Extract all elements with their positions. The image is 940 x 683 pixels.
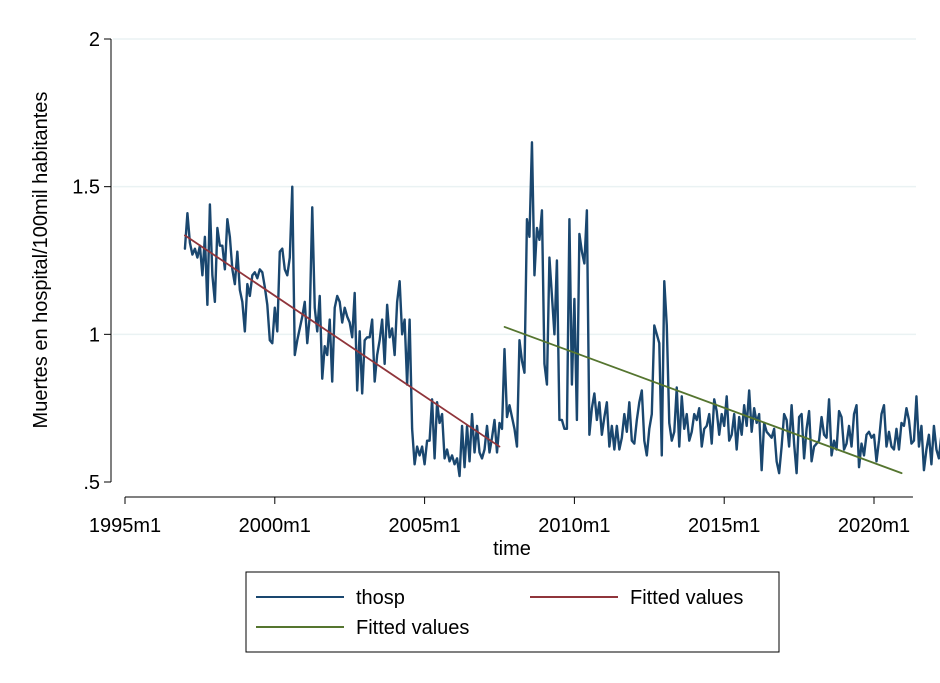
x-tick-label: 1995m1 (89, 515, 161, 537)
x-tick-label: 2020m1 (838, 515, 910, 537)
x-tick-label: 2000m1 (239, 515, 311, 537)
x-axis-title: time (493, 538, 531, 560)
legend-label: Fitted values (356, 617, 469, 639)
fitted-line-1 (184, 234, 501, 448)
fitted-line-2 (503, 326, 903, 475)
legend-label: thosp (356, 587, 405, 609)
plot-area (183, 141, 940, 478)
y-tick-label: 2 (89, 29, 100, 51)
axes: .5 1 1.5 2 1995m1 2000m1 2005m1 2010m1 2015m1 202… (72, 29, 913, 537)
x-tick-label: 2010m1 (538, 515, 610, 537)
legend-box (245, 571, 780, 653)
y-tick-label: 1 (89, 324, 100, 346)
legend-label: Fitted values (630, 587, 743, 609)
thosp-line (183, 141, 940, 478)
y-tick-label: 1.5 (72, 177, 100, 199)
y-tick-label: .5 (83, 472, 100, 494)
y-axis-title: Muertes en hospital/100mil habitantes (30, 92, 52, 429)
legend: thosp Fitted values Fitted values (245, 571, 780, 653)
x-tick-label: 2015m1 (688, 515, 760, 537)
x-tick-label: 2005m1 (388, 515, 460, 537)
gridlines (113, 38, 916, 336)
